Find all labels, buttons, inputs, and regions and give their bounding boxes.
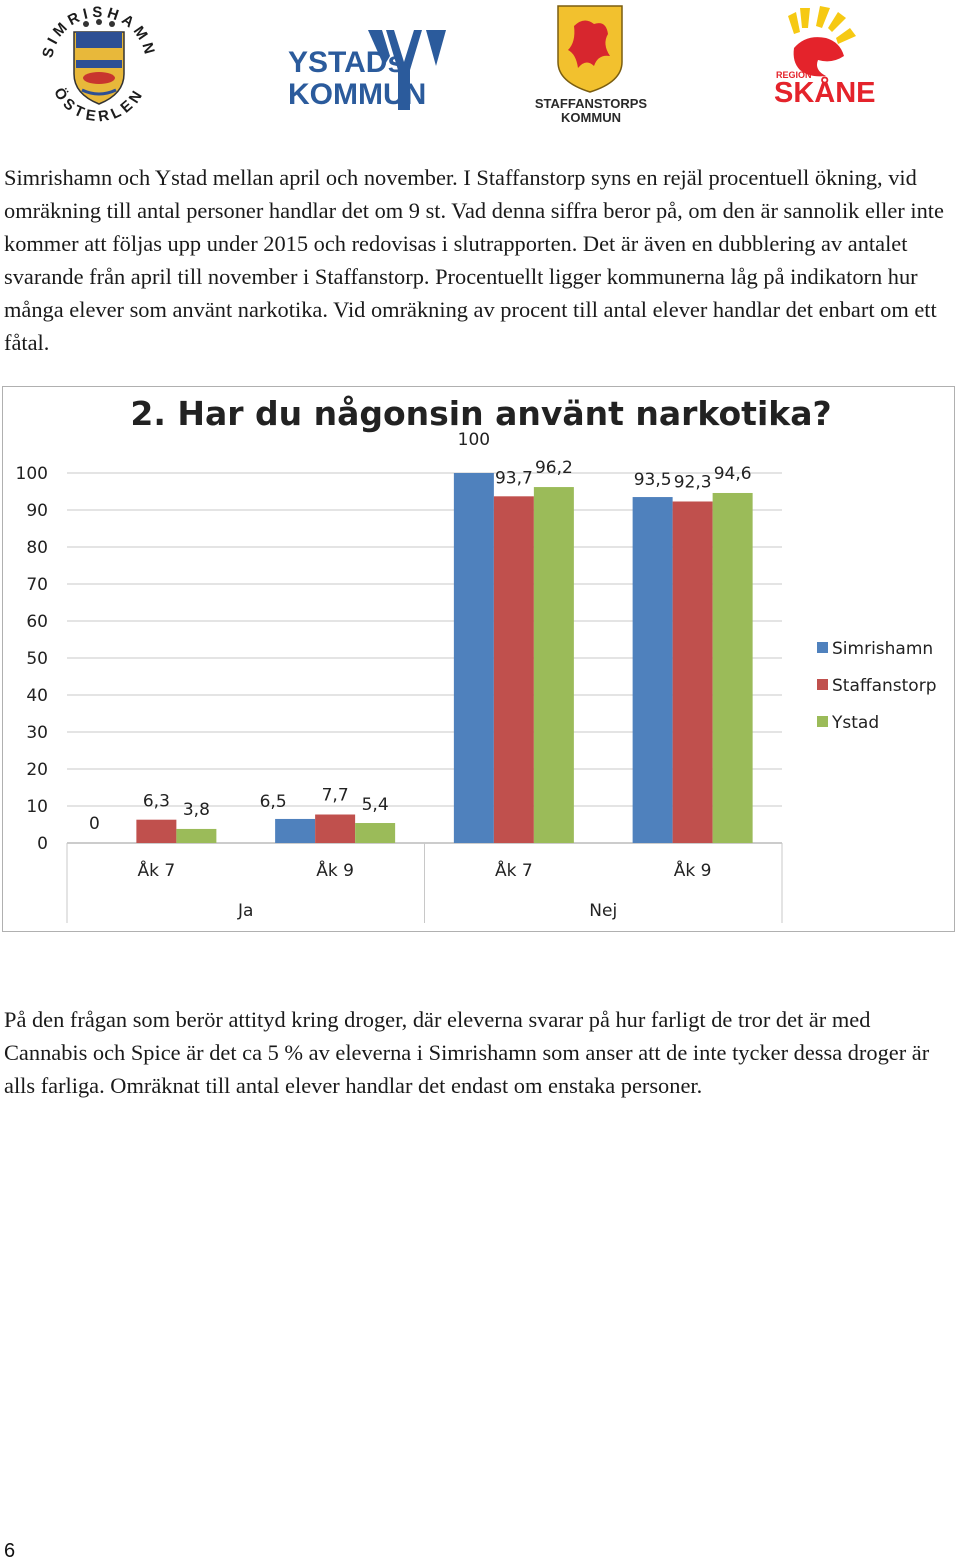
- x-tick-label: Åk 7: [138, 859, 176, 881]
- data-label: 96,2: [535, 458, 573, 478]
- bar: [355, 823, 396, 843]
- outro-paragraph: På den frågan som berör attityd kring dr…: [4, 1007, 930, 1098]
- bar: [493, 496, 534, 843]
- y-tick-label: 60: [26, 612, 48, 632]
- bar: [275, 818, 316, 843]
- data-label: 3,8: [183, 800, 210, 820]
- y-tick-label: 90: [26, 501, 48, 521]
- staffanstorp-logo-line1: STAFFANSTORPS: [535, 96, 648, 111]
- y-tick-label: 10: [26, 797, 48, 817]
- data-label: 100: [458, 430, 490, 450]
- data-label: 93,5: [634, 470, 672, 490]
- data-label: 94,6: [714, 464, 752, 484]
- bar: [712, 492, 753, 843]
- y-tick-label: 40: [26, 686, 48, 706]
- y-tick-label: 50: [26, 649, 48, 669]
- y-tick-label: 20: [26, 760, 48, 780]
- bar: [533, 487, 574, 843]
- simrishamn-logo: SIMRISHAMN ÖSTERLEN: [39, 4, 155, 126]
- data-label: 92,3: [674, 472, 712, 492]
- group-label: Ja: [237, 901, 253, 921]
- bar: [315, 814, 356, 843]
- y-tick-label: 70: [26, 575, 48, 595]
- legend-label: Simrishamn: [832, 639, 933, 659]
- y-tick-label: 0: [37, 834, 48, 854]
- data-label: 5,4: [362, 795, 389, 815]
- chart-frame: 2. Har du någonsin använt narkotika? 0 10…: [2, 386, 955, 932]
- legend-label: Staffanstorp: [832, 676, 936, 696]
- bar: [176, 828, 217, 843]
- data-label: 7,7: [322, 786, 349, 806]
- bar: [453, 473, 494, 843]
- data-label: 93,7: [495, 468, 533, 488]
- region-skane-logo-line1: REGION: [776, 70, 812, 80]
- legend-swatch: [817, 716, 828, 727]
- legend-swatch: [817, 642, 828, 653]
- region-skane-logo: REGION SKÅNE: [774, 6, 876, 108]
- legend-label: Ystad: [831, 713, 879, 733]
- x-tick-label: Åk 7: [495, 859, 533, 881]
- staffanstorp-logo-line2: KOMMUN: [561, 110, 621, 124]
- ystad-logo: YSTADs KOMMUN: [288, 30, 446, 111]
- page-number: 6: [4, 1540, 16, 1562]
- data-label: 6,3: [143, 792, 170, 812]
- chart-title: 2. Har du någonsin använt narkotika?: [130, 394, 831, 433]
- x-tick-label: Åk 9: [674, 859, 712, 881]
- staffanstorp-logo: STAFFANSTORPS KOMMUN: [535, 5, 648, 124]
- group-label: Nej: [589, 901, 617, 921]
- bar-chart: 2. Har du någonsin använt narkotika? 0 10…: [16, 394, 936, 923]
- bar: [672, 501, 713, 843]
- bar: [136, 819, 177, 843]
- intro-paragraph: Simrishamn och Ystad mellan april och no…: [4, 165, 944, 355]
- y-tick-label: 100: [16, 464, 48, 484]
- region-skane-logo-line2: SKÅNE: [774, 76, 876, 108]
- y-tick-label: 30: [26, 723, 48, 743]
- data-label: 6,5: [260, 792, 287, 812]
- data-label: 0: [89, 814, 100, 834]
- x-tick-label: Åk 9: [316, 859, 354, 881]
- header-logos: SIMRISHAMN ÖSTERLEN YSTADs KOMMUN STAFFA…: [0, 0, 960, 130]
- legend-swatch: [817, 679, 828, 690]
- y-tick-label: 80: [26, 538, 48, 558]
- bar: [632, 497, 673, 843]
